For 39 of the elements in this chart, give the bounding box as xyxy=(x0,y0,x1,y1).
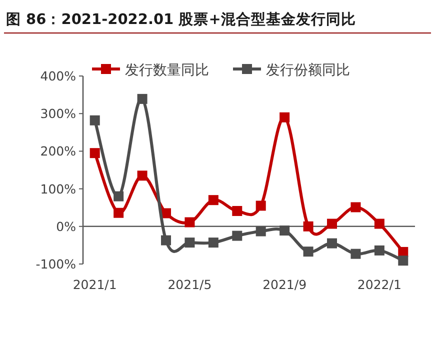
point xyxy=(350,248,361,259)
point xyxy=(208,238,218,248)
y-tick-label: 100% xyxy=(40,181,76,196)
x-tick-label: 2022/1 xyxy=(357,277,402,292)
point xyxy=(303,246,314,257)
point xyxy=(184,238,195,248)
point xyxy=(350,202,361,212)
point xyxy=(184,217,195,228)
legend-label: 发行份额同比 xyxy=(266,62,350,78)
point xyxy=(256,200,266,211)
y-tick-label: -100% xyxy=(36,256,76,272)
point xyxy=(114,208,124,218)
x-tick-label: 2021/9 xyxy=(262,277,307,292)
point xyxy=(303,221,314,232)
point xyxy=(327,238,337,248)
point xyxy=(280,226,290,236)
point xyxy=(137,170,148,181)
point xyxy=(256,226,266,236)
point xyxy=(374,218,384,229)
y-tick-label: 0% xyxy=(56,218,76,234)
y-tick-label: 200% xyxy=(40,144,76,159)
x-tick-label: 2021/1 xyxy=(72,277,117,292)
legend-label: 发行数量同比 xyxy=(125,62,209,78)
point xyxy=(280,112,290,122)
point xyxy=(90,115,100,126)
point xyxy=(327,218,337,229)
point xyxy=(232,230,242,241)
point xyxy=(161,235,171,246)
point xyxy=(398,256,408,266)
point xyxy=(90,148,100,158)
y-tick-label: 400% xyxy=(40,68,76,84)
point xyxy=(137,94,148,104)
x-tick-label: 2021/5 xyxy=(168,277,212,292)
point xyxy=(208,195,218,206)
y-tick-label: 300% xyxy=(40,106,76,122)
point xyxy=(114,191,124,202)
point xyxy=(232,206,242,216)
point xyxy=(374,245,384,256)
title: 图 86：2021-2022.01 股票+混合型基金发行同比 xyxy=(6,12,356,28)
